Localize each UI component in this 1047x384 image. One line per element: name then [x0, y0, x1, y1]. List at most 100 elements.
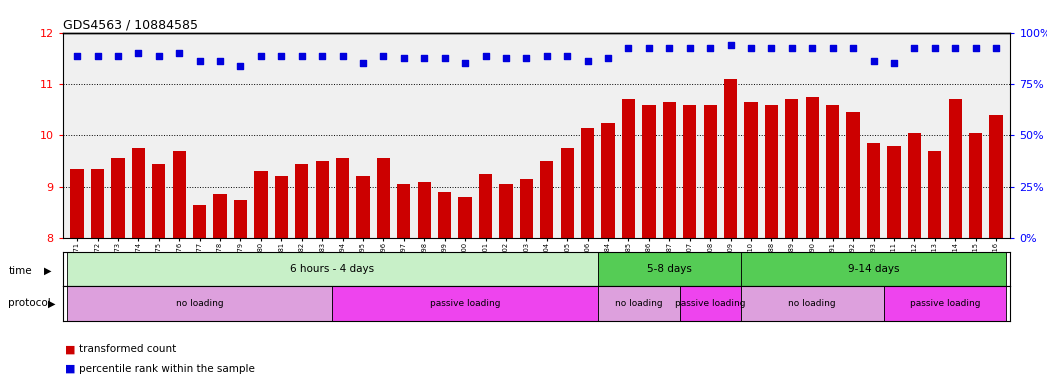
Point: [211, 58, 228, 64]
Bar: [846, 112, 860, 238]
Bar: [723, 79, 737, 238]
Bar: [826, 104, 840, 238]
Point: [865, 58, 882, 64]
Text: 6 hours - 4 days: 6 hours - 4 days: [290, 264, 375, 274]
Point: [661, 45, 677, 51]
Bar: [233, 200, 247, 238]
Bar: [601, 122, 615, 238]
Point: [456, 60, 473, 66]
Point: [538, 53, 555, 59]
Bar: [438, 192, 451, 238]
Bar: [949, 99, 962, 238]
Point: [437, 55, 453, 61]
Bar: [315, 161, 329, 238]
Point: [110, 53, 127, 59]
Bar: [928, 151, 941, 238]
Bar: [193, 205, 206, 238]
Text: passive loading: passive loading: [675, 299, 745, 308]
Point: [845, 45, 862, 51]
Bar: [214, 194, 227, 238]
Point: [151, 53, 168, 59]
Point: [824, 45, 841, 51]
Bar: [970, 133, 982, 238]
Text: time: time: [8, 266, 32, 276]
Text: no loading: no loading: [615, 299, 663, 308]
Bar: [152, 164, 165, 238]
Bar: [683, 104, 696, 238]
Text: 9-14 days: 9-14 days: [848, 264, 899, 274]
Point: [334, 53, 351, 59]
Bar: [254, 171, 268, 238]
Text: transformed count: transformed count: [79, 344, 176, 354]
Bar: [274, 177, 288, 238]
Point: [396, 55, 413, 61]
Bar: [704, 104, 717, 238]
Bar: [459, 197, 472, 238]
Point: [477, 53, 494, 59]
Point: [579, 58, 596, 64]
Point: [967, 45, 984, 51]
Text: passive loading: passive loading: [910, 299, 980, 308]
Point: [252, 53, 269, 59]
Point: [742, 45, 759, 51]
Point: [783, 45, 800, 51]
Bar: [173, 151, 186, 238]
Bar: [519, 179, 533, 238]
Text: GDS4563 / 10884585: GDS4563 / 10884585: [63, 18, 198, 31]
Text: percentile rank within the sample: percentile rank within the sample: [79, 364, 254, 374]
Bar: [867, 143, 881, 238]
Bar: [887, 146, 900, 238]
Point: [804, 45, 821, 51]
Point: [416, 55, 432, 61]
Point: [355, 60, 372, 66]
Bar: [744, 102, 758, 238]
Bar: [622, 99, 636, 238]
Point: [273, 53, 290, 59]
Bar: [560, 148, 574, 238]
Bar: [598, 286, 680, 321]
Bar: [356, 177, 370, 238]
Bar: [663, 102, 676, 238]
Bar: [598, 252, 741, 286]
Point: [314, 53, 331, 59]
Point: [682, 45, 698, 51]
Bar: [642, 104, 655, 238]
Point: [906, 45, 922, 51]
Point: [130, 50, 147, 56]
Bar: [884, 286, 1006, 321]
Bar: [741, 252, 1006, 286]
Bar: [540, 161, 554, 238]
Bar: [764, 104, 778, 238]
Point: [886, 60, 903, 66]
Bar: [989, 115, 1003, 238]
Point: [293, 53, 310, 59]
Point: [763, 45, 780, 51]
Point: [927, 45, 943, 51]
Bar: [680, 286, 741, 321]
Bar: [91, 169, 104, 238]
Text: ▶: ▶: [44, 266, 51, 276]
Bar: [581, 127, 595, 238]
Text: passive loading: passive loading: [430, 299, 500, 308]
Text: protocol: protocol: [8, 298, 51, 308]
Text: no loading: no loading: [788, 299, 837, 308]
Text: ■: ■: [65, 344, 75, 354]
Bar: [478, 174, 492, 238]
Text: ■: ■: [65, 364, 75, 374]
Bar: [785, 99, 799, 238]
Text: 5-8 days: 5-8 days: [647, 264, 692, 274]
Bar: [295, 164, 309, 238]
Point: [701, 45, 718, 51]
Point: [620, 45, 637, 51]
Point: [497, 55, 514, 61]
Point: [192, 58, 208, 64]
Point: [559, 53, 576, 59]
Point: [232, 63, 249, 69]
Bar: [805, 97, 819, 238]
Bar: [377, 159, 391, 238]
Point: [722, 42, 739, 48]
Bar: [67, 252, 598, 286]
Point: [518, 55, 535, 61]
Bar: [397, 184, 410, 238]
Text: no loading: no loading: [176, 299, 223, 308]
